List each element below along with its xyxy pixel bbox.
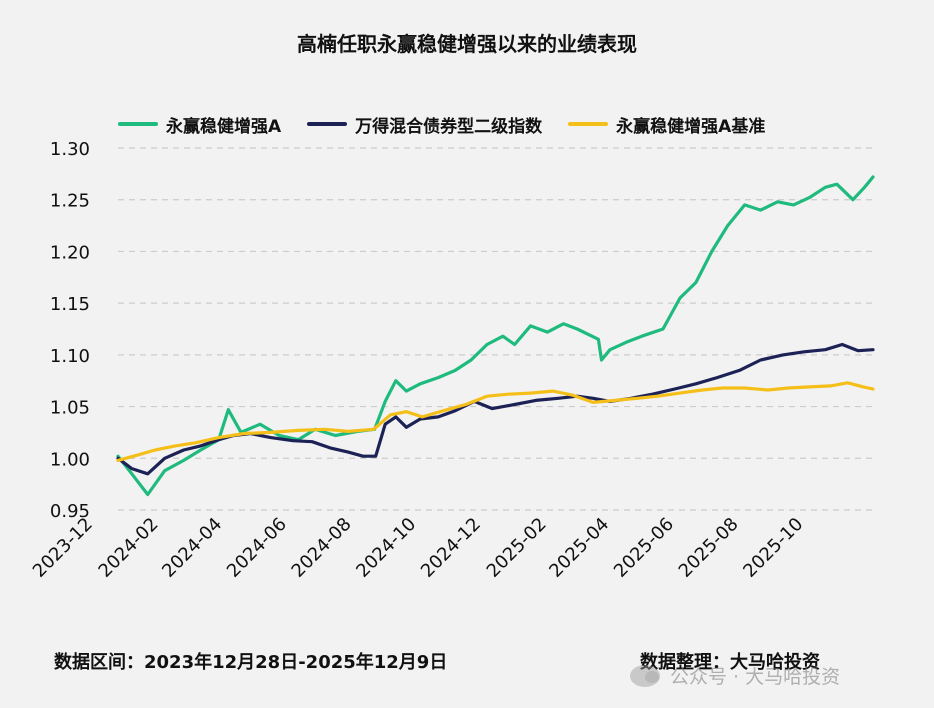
x-tick-label: 2025-06 — [610, 514, 678, 582]
y-tick-label: 1.15 — [50, 294, 90, 315]
watermark: 公众号 · 大马哈投资 — [630, 662, 840, 689]
x-tick-label: 2025-10 — [739, 514, 807, 582]
legend-item: 永赢稳健增强A基准 — [568, 112, 765, 137]
series-lines — [116, 175, 875, 497]
series-line — [116, 381, 875, 462]
legend: 永赢稳健增强A 万得混合债券型二级指数 永赢稳健增强A基准 — [118, 111, 765, 137]
x-axis-ticks: 2023-122024-022024-042024-062024-082024-… — [29, 514, 808, 582]
data-source-note: 数据整理：大马哈投资 — [640, 652, 820, 673]
series-line — [116, 175, 875, 497]
legend-label: 永赢稳健增强A — [166, 116, 282, 137]
y-tick-label: 1.20 — [50, 242, 90, 263]
y-tick-label: 0.95 — [50, 501, 90, 522]
legend-swatch — [118, 122, 158, 126]
y-tick-label: 1.10 — [50, 346, 90, 367]
x-tick-label: 2024-02 — [95, 514, 163, 582]
y-axis-ticks: 0.95 1.00 1.05 1.10 1.15 1.20 1.25 1.30 — [50, 139, 90, 522]
legend-label: 永赢稳健增强A基准 — [616, 116, 766, 137]
x-tick-label: 2025-02 — [483, 514, 551, 582]
y-tick-label: 1.00 — [50, 449, 90, 470]
x-tick-label: 2024-10 — [352, 514, 420, 582]
legend-swatch — [568, 122, 609, 126]
x-tick-label: 2024-08 — [288, 514, 356, 582]
legend-swatch — [307, 122, 348, 126]
x-tick-label: 2025-08 — [675, 514, 743, 582]
x-tick-label: 2024-06 — [223, 514, 291, 582]
y-tick-label: 1.25 — [50, 191, 90, 212]
y-tick-label: 1.05 — [50, 398, 90, 419]
wechat-logo-icon — [630, 664, 660, 687]
chart-title: 高楠任职永赢稳健增强以来的业绩表现 — [297, 32, 637, 56]
x-tick-label: 2024-04 — [158, 514, 226, 582]
legend-label: 万得混合债券型二级指数 — [355, 116, 543, 137]
date-range-note: 数据区间：2023年12月28日-2025年12月9日 — [54, 652, 448, 673]
x-tick-label: 2024-12 — [417, 514, 485, 582]
watermark-text: 公众号 · 大马哈投资 — [670, 666, 841, 688]
line-chart: 0.95 1.00 1.05 1.10 1.15 1.20 1.25 1.30 2023-12… — [29, 139, 875, 582]
grid-lines — [118, 147, 873, 511]
y-tick-label: 1.30 — [50, 139, 90, 160]
legend-item: 万得混合债券型二级指数 — [307, 112, 542, 137]
x-tick-label: 2023-12 — [29, 514, 97, 582]
series-line — [116, 342, 875, 476]
x-tick-label: 2025-04 — [545, 514, 613, 582]
legend-item: 永赢稳健增强A — [118, 112, 281, 137]
